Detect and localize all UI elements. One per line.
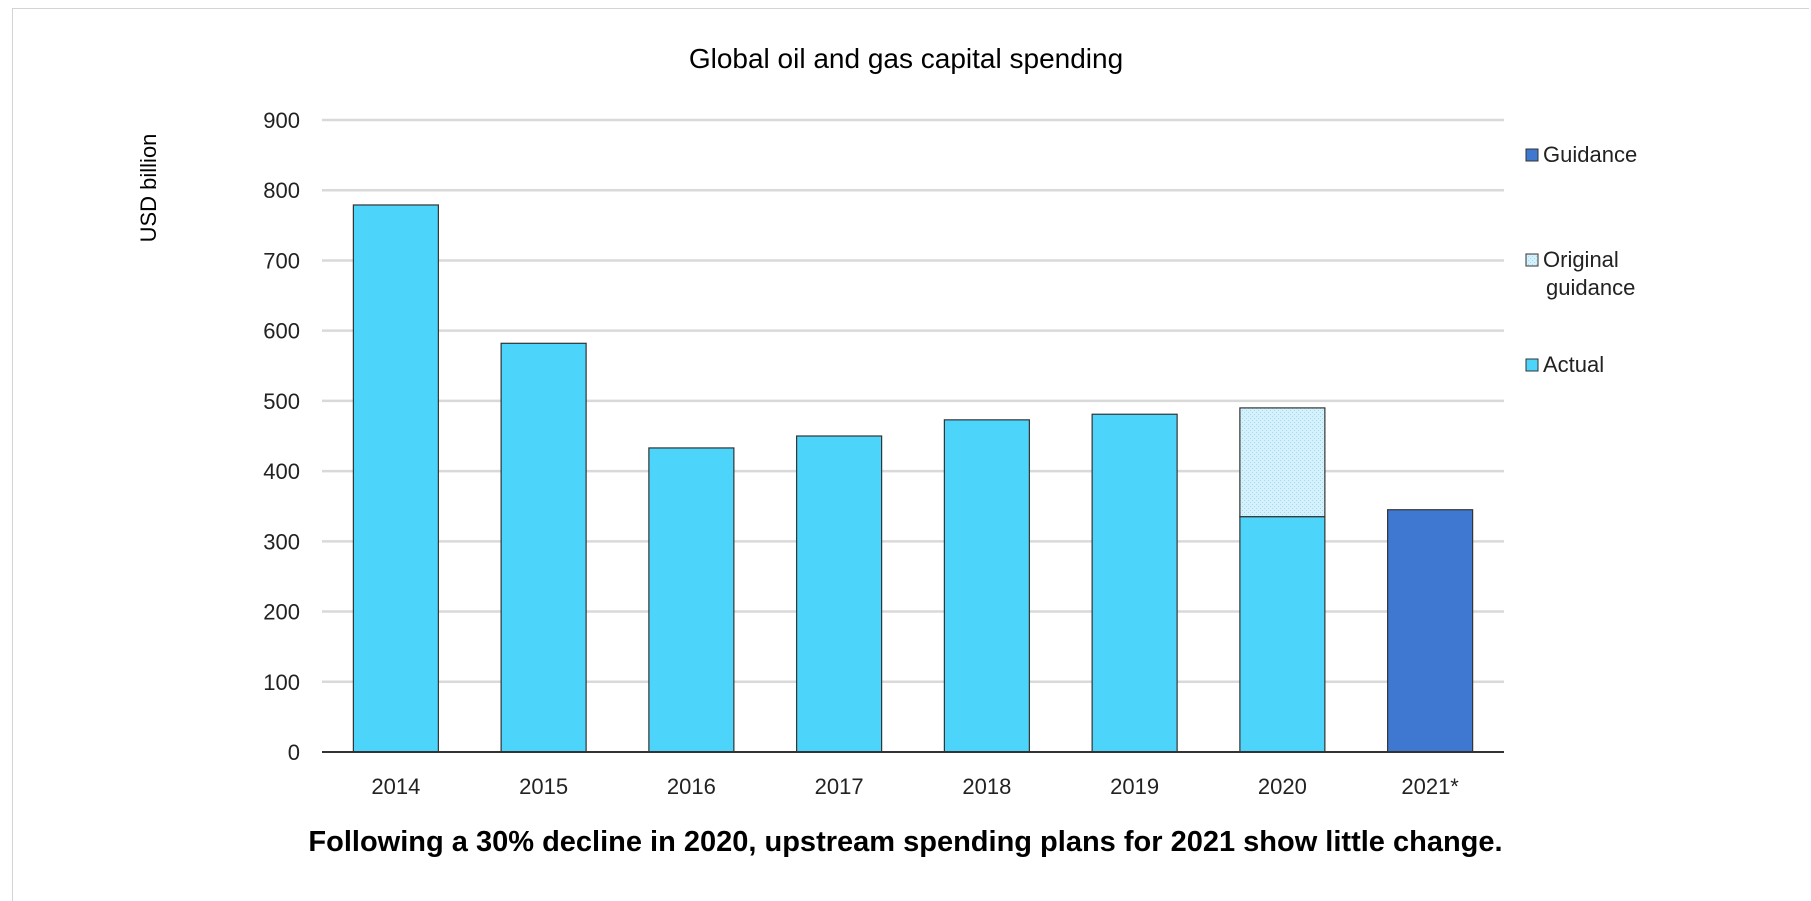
x-tick-label: 2014 <box>371 774 420 799</box>
x-tick-label: 2019 <box>1110 774 1159 799</box>
legend-swatch <box>1525 253 1539 267</box>
y-tick-label: 200 <box>263 600 300 625</box>
y-tick-label: 500 <box>263 389 300 414</box>
bar-actual-2017 <box>796 435 883 753</box>
bar-actual-2018 <box>943 419 1030 753</box>
chart-title: Global oil and gas capital spending <box>689 43 1123 74</box>
bar-actual-2015 <box>500 342 587 753</box>
x-tick-label: 2015 <box>519 774 568 799</box>
bar-original-guidance-2020 <box>1239 407 1326 518</box>
x-tick-label: 2016 <box>667 774 716 799</box>
y-tick-label: 700 <box>263 248 300 273</box>
bar-actual-2019 <box>1091 413 1178 753</box>
x-tick-label: 2018 <box>962 774 1011 799</box>
legend-label: Actual <box>1543 352 1604 377</box>
y-tick-label: 800 <box>263 178 300 203</box>
chart-frame <box>12 8 1809 901</box>
x-tick-label: 2017 <box>815 774 864 799</box>
legend-swatch <box>1525 358 1539 372</box>
x-tick-label: 2020 <box>1258 774 1307 799</box>
y-axis-label: USD billion <box>136 134 161 243</box>
bar-guidance-2021* <box>1387 509 1474 753</box>
bar-actual-2016 <box>648 447 735 753</box>
y-tick-label: 0 <box>288 740 300 765</box>
y-tick-label: 400 <box>263 459 300 484</box>
y-tick-label: 900 <box>263 108 300 133</box>
x-tick-label: 2021* <box>1401 774 1459 799</box>
chart-caption: Following a 30% decline in 2020, upstrea… <box>308 826 1503 858</box>
legend-label: Original guidance <box>1543 247 1635 300</box>
y-tick-label: 100 <box>263 670 300 695</box>
bar-actual-2020 <box>1239 516 1326 753</box>
bar-actual-2014 <box>352 204 439 753</box>
y-tick-label: 600 <box>263 319 300 344</box>
legend-label: Guidance <box>1543 142 1637 167</box>
y-tick-label: 300 <box>263 529 300 554</box>
legend-swatch <box>1525 148 1539 162</box>
